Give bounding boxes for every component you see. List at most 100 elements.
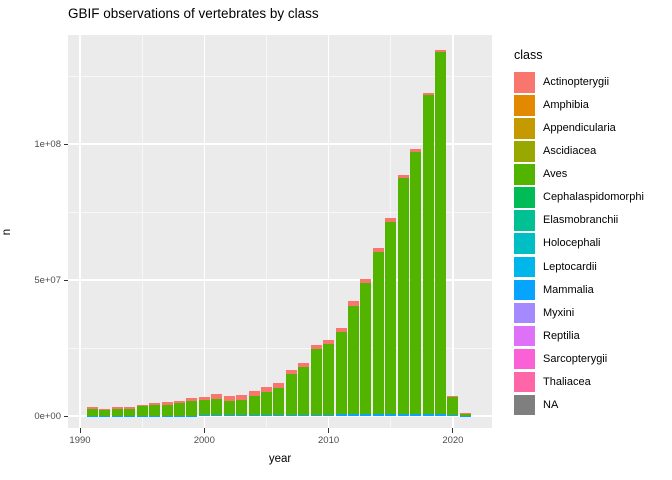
legend-item-ascidiacea: Ascidiacea bbox=[514, 141, 672, 162]
bar-2008-mammalia bbox=[298, 415, 310, 416]
legend-item-leptocardii: Leptocardii bbox=[514, 256, 672, 278]
bar-2019-aves bbox=[434, 51, 446, 415]
bar-1997-aves bbox=[161, 404, 173, 416]
gridline-major-x bbox=[452, 35, 454, 428]
bar-2015-actinopterygii bbox=[385, 217, 397, 222]
legend-item-mammalia: Mammalia bbox=[514, 279, 672, 301]
legend-item-label: Sarcopterygii bbox=[543, 352, 608, 365]
bar-2016-mammalia bbox=[397, 414, 409, 416]
bar-1999-actinopterygii bbox=[186, 398, 198, 402]
gridline-minor-x bbox=[266, 35, 267, 428]
bar-2021-aves bbox=[459, 413, 471, 416]
legend-key-mammalia bbox=[514, 279, 535, 301]
bar-2004-mammalia bbox=[248, 415, 260, 416]
y-tick-mark bbox=[63, 279, 68, 281]
bar-2015-mammalia bbox=[385, 414, 397, 416]
x-tick-label: 1990 bbox=[69, 435, 91, 446]
bar-2009-actinopterygii bbox=[310, 345, 322, 350]
gridline-major-x bbox=[327, 35, 330, 428]
bar-2007-mammalia bbox=[285, 415, 297, 416]
bar-2014-actinopterygii bbox=[372, 247, 384, 252]
bar-2005-aves bbox=[260, 391, 272, 416]
bar-1992-aves bbox=[99, 410, 111, 416]
x-tick-mark bbox=[79, 428, 81, 433]
bar-2010-mammalia bbox=[323, 414, 335, 416]
bar-2000-aves bbox=[198, 400, 210, 416]
bar-2012-actinopterygii bbox=[347, 300, 359, 306]
bar-2008-aves bbox=[298, 366, 310, 416]
gridline-minor-x bbox=[141, 35, 143, 428]
legend-item-label: Appendicularia bbox=[543, 122, 616, 135]
legend-key-amphibia bbox=[514, 95, 535, 116]
legend-item-label: Amphibia bbox=[543, 99, 589, 112]
y-tick-label: 1e+08 bbox=[34, 138, 61, 150]
bar-2017-mammalia bbox=[410, 414, 422, 416]
bar-1993-actinopterygii bbox=[111, 406, 123, 409]
legend-key-elasmobranchii bbox=[514, 210, 535, 231]
bar-1997-actinopterygii bbox=[161, 402, 173, 405]
bar-1996-actinopterygii bbox=[149, 402, 161, 405]
y-tick-mark bbox=[63, 415, 68, 417]
bar-1995-actinopterygii bbox=[136, 404, 148, 407]
bar-2018-actinopterygii bbox=[422, 93, 434, 96]
legend-item-label: Holocephali bbox=[543, 237, 601, 250]
legend-item-label: Myxini bbox=[543, 306, 575, 319]
legend-key-aves bbox=[514, 164, 535, 185]
bar-1998-aves bbox=[173, 403, 185, 416]
legend-key-cephalaspidomorphi bbox=[514, 187, 535, 208]
gridline-major-y bbox=[68, 279, 492, 281]
y-axis-title: n bbox=[1, 228, 14, 236]
legend-key-myxini bbox=[514, 302, 535, 324]
y-tick-label: 0e+00 bbox=[34, 410, 61, 422]
gridline-major-y bbox=[68, 143, 492, 145]
legend-item-holocephali: Holocephali bbox=[514, 233, 672, 254]
bar-2020-actinopterygii bbox=[447, 395, 459, 397]
bar-2019-mammalia bbox=[434, 414, 446, 416]
legend-key-sarcopterygii bbox=[514, 348, 535, 370]
legend-item-aves: Aves bbox=[514, 164, 672, 185]
bar-2009-aves bbox=[310, 349, 322, 415]
bar-2001-aves bbox=[211, 399, 223, 416]
bar-2006-mammalia bbox=[273, 415, 285, 416]
legend-item-thaliacea: Thaliacea bbox=[514, 371, 672, 393]
bar-1998-actinopterygii bbox=[173, 401, 185, 404]
bar-2005-mammalia bbox=[260, 415, 272, 416]
x-tick-label: 2010 bbox=[318, 435, 340, 446]
bar-2010-actinopterygii bbox=[323, 340, 335, 345]
gridline-major-x bbox=[79, 35, 81, 428]
legend-item-elasmobranchii: Elasmobranchii bbox=[514, 210, 672, 231]
legend-key-reptilia bbox=[514, 325, 535, 347]
bar-1993-aves bbox=[111, 408, 123, 416]
bar-2000-actinopterygii bbox=[198, 396, 210, 401]
legend-item-label: Aves bbox=[543, 168, 568, 181]
legend-item-appendicularia: Appendicularia bbox=[514, 118, 672, 139]
legend-key-ascidiacea bbox=[514, 141, 535, 162]
bar-2006-aves bbox=[273, 387, 285, 416]
bar-2002-mammalia bbox=[223, 415, 235, 416]
bar-2013-actinopterygii bbox=[360, 278, 372, 283]
x-tick-mark bbox=[452, 428, 454, 433]
bar-2016-aves bbox=[397, 178, 409, 415]
chart-title: GBIF observations of vertebrates by clas… bbox=[68, 6, 319, 21]
bar-2012-aves bbox=[347, 305, 359, 415]
legend-key-leptocardii bbox=[514, 256, 535, 278]
x-axis-title: year bbox=[268, 453, 292, 465]
bar-2010-aves bbox=[323, 344, 335, 415]
legend-key-thaliacea bbox=[514, 371, 535, 393]
legend-key-appendicularia bbox=[514, 118, 535, 139]
bar-2014-mammalia bbox=[372, 414, 384, 416]
legend-item-label: Elasmobranchii bbox=[543, 214, 619, 227]
bar-2017-aves bbox=[410, 151, 422, 415]
gridline-minor-y bbox=[68, 347, 492, 349]
legend-item-label: Mammalia bbox=[543, 283, 594, 296]
bar-1994-actinopterygii bbox=[124, 407, 136, 410]
x-tick-mark bbox=[328, 428, 330, 433]
bar-1991-actinopterygii bbox=[86, 407, 98, 409]
bar-1996-aves bbox=[149, 404, 161, 416]
gridline-minor-y bbox=[68, 211, 492, 213]
bar-2003-actinopterygii bbox=[236, 395, 248, 400]
bar-2001-actinopterygii bbox=[211, 393, 223, 400]
bar-2018-aves bbox=[422, 95, 434, 415]
bar-2015-aves bbox=[385, 221, 397, 415]
